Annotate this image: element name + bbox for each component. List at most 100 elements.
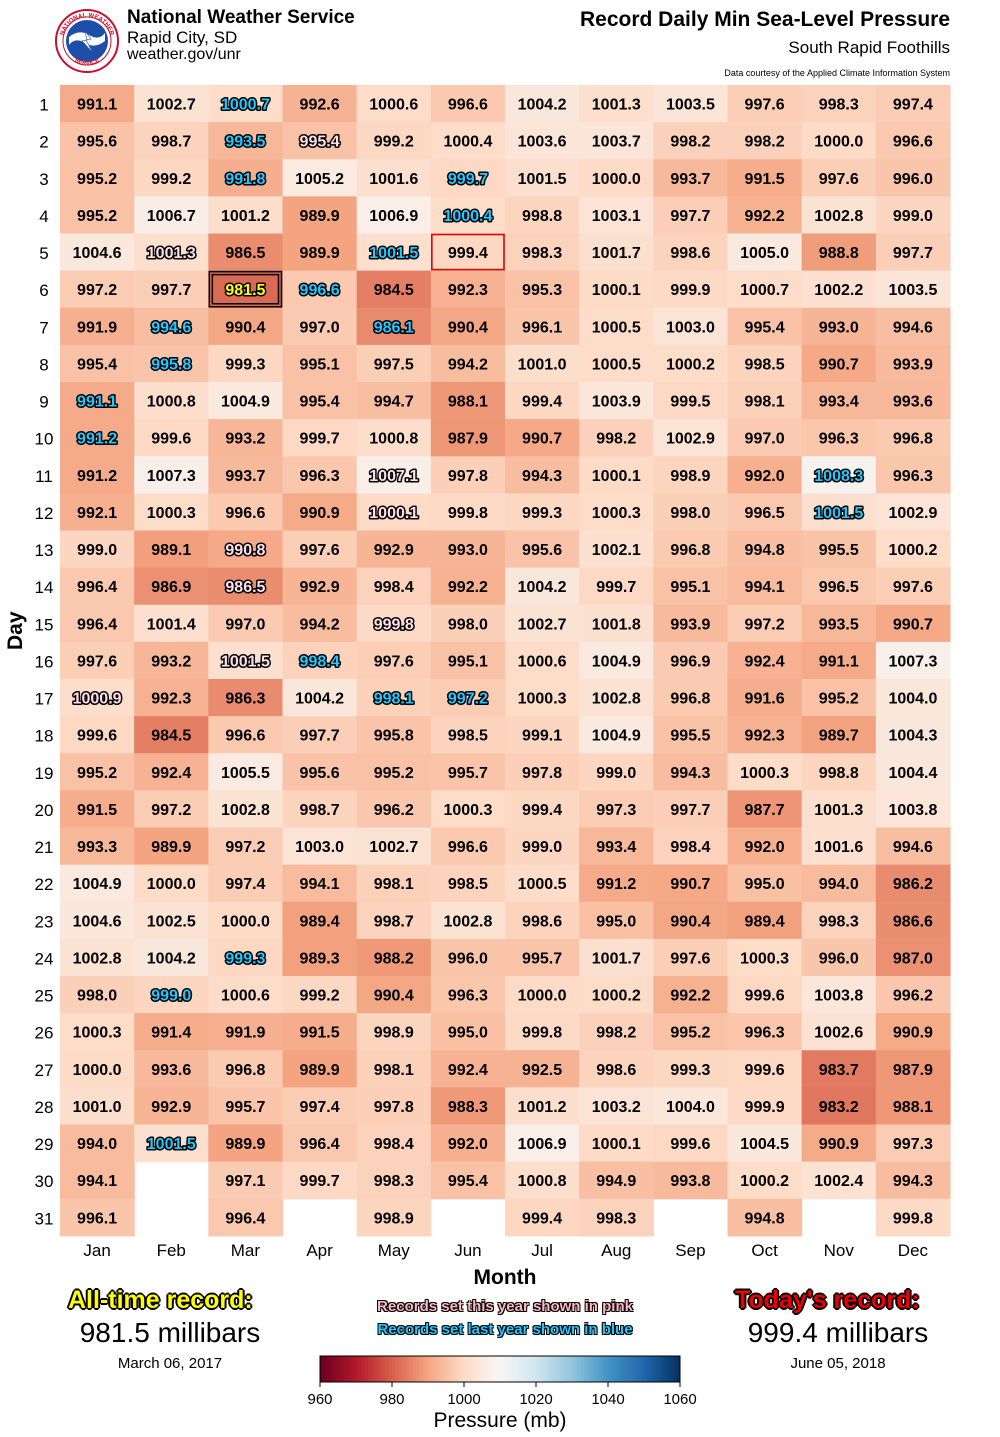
colorbar-segment [623, 1356, 627, 1382]
cell-value-label: 983.7 [819, 1062, 859, 1079]
cell-value-label: 1000.3 [518, 691, 567, 708]
cell-value-label: 1002.5 [147, 913, 196, 930]
heatmap-cell [208, 382, 284, 420]
heatmap-cell [430, 456, 506, 494]
cell-value-label: 999.0 [596, 765, 636, 782]
day-tick-label: 2 [39, 133, 48, 152]
month-tick-label: Nov [824, 1241, 855, 1260]
cell-value-label: 998.9 [374, 1210, 414, 1227]
heatmap-cell [356, 122, 432, 160]
heatmap-cell [875, 1013, 951, 1051]
heatmap-cell [430, 753, 506, 791]
month-tick-label: Sep [675, 1241, 705, 1260]
cell-value-label: 999.3 [522, 505, 562, 522]
heatmap-cell [134, 344, 209, 383]
cell-value-label: 999.2 [151, 171, 191, 188]
colorbar-segment [425, 1356, 429, 1382]
month-tick-label: Jul [531, 1241, 553, 1260]
cell-value-label: 990.7 [893, 616, 933, 633]
colorbar-segment [350, 1356, 354, 1382]
cell-value-label: 986.1 [374, 319, 414, 336]
heatmap-cell [60, 567, 135, 606]
colorbar-segment [494, 1356, 498, 1382]
heatmap-cell [505, 344, 580, 383]
heatmap-cell [653, 679, 729, 717]
day-tick-label: 7 [39, 318, 48, 337]
cell-value-label: 991.1 [77, 394, 117, 411]
heatmap-cell [875, 307, 951, 346]
heatmap-cell [579, 270, 654, 309]
cell-value-label: 996.8 [893, 431, 933, 448]
heatmap-cell [356, 419, 432, 457]
heatmap-cell [430, 679, 506, 717]
colorbar-segment [608, 1356, 612, 1382]
heatmap-cell [356, 753, 432, 791]
heatmap-cell [653, 1124, 729, 1163]
cell-value-label: 998.2 [596, 1025, 636, 1042]
heatmap-cell [282, 938, 358, 977]
cell-value-label: 992.5 [522, 1062, 562, 1079]
cell-value-label: 1001.3 [814, 802, 863, 819]
cell-value-label: 1000.3 [740, 950, 789, 967]
cell-value-label: 996.5 [819, 579, 859, 596]
cell-value-label: 1001.7 [592, 950, 641, 967]
day-tick-label: 12 [35, 504, 54, 523]
colorbar-segment [548, 1356, 552, 1382]
heatmap-cell [727, 604, 803, 643]
cell-value-label: 1002.2 [814, 282, 863, 299]
heatmap-cell [727, 493, 803, 532]
cell-value-label: 997.6 [893, 579, 933, 596]
day-tick-label: 4 [39, 207, 48, 226]
org-url[interactable]: weather.gov/unr [127, 46, 241, 63]
colorbar-segment [554, 1356, 558, 1382]
heatmap-cell [208, 493, 284, 532]
heatmap-cell [505, 307, 580, 346]
heatmap-cell [653, 604, 729, 643]
colorbar-segment [365, 1356, 369, 1382]
heatmap-cell [727, 641, 803, 680]
cell-value-label: 1001.2 [518, 1099, 567, 1116]
heatmap-cell [505, 456, 580, 494]
heatmap-cell [282, 344, 358, 383]
cell-value-label: 1000.1 [592, 1136, 641, 1153]
heatmap-cell [653, 1013, 729, 1051]
heatmap-cell [875, 1124, 951, 1163]
heatmap-cell [134, 1124, 209, 1163]
heatmap-cell [505, 1087, 580, 1126]
heatmap-cell [727, 716, 803, 754]
cell-value-label: 996.4 [225, 1210, 265, 1227]
colorbar-segment [653, 1356, 657, 1382]
heatmap-cell [430, 938, 506, 977]
heatmap-cell [505, 270, 580, 309]
cell-value-label: 995.2 [819, 691, 859, 708]
cell-value-label: 996.0 [819, 950, 859, 967]
heatmap-cell [430, 827, 506, 866]
heatmap-cell [208, 641, 284, 680]
cell-value-label: 991.5 [77, 802, 117, 819]
cell-value-label: 996.2 [374, 802, 414, 819]
heatmap-cell [505, 790, 580, 829]
cell-value-label: 1007.3 [888, 653, 937, 670]
heatmap-cell [60, 604, 135, 643]
day-tick-label: 21 [35, 838, 54, 857]
cell-value-label: 1000.1 [592, 468, 641, 485]
heatmap-cell [282, 1087, 358, 1126]
alltime-record-date: March 06, 2017 [117, 1355, 223, 1372]
heatmap-cell [208, 530, 284, 569]
colorbar-segment [539, 1356, 543, 1382]
day-tick-label: 16 [35, 652, 54, 671]
cell-value-label: 998.1 [374, 1062, 414, 1079]
heatmap-cell [356, 159, 432, 197]
colorbar-segment [545, 1356, 549, 1382]
cell-value-label: 990.4 [448, 319, 488, 336]
heatmap-cell [653, 1050, 729, 1088]
cell-value-label: 994.0 [77, 1136, 117, 1153]
heatmap-cell [60, 419, 135, 457]
month-tick-label: Jan [83, 1241, 110, 1260]
heatmap-cell [727, 790, 803, 829]
colorbar-segment [629, 1356, 633, 1382]
cell-value-label: 996.8 [670, 691, 710, 708]
colorbar-segment [674, 1356, 678, 1382]
heatmap-cell [579, 530, 654, 569]
heatmap-cell [430, 976, 506, 1014]
